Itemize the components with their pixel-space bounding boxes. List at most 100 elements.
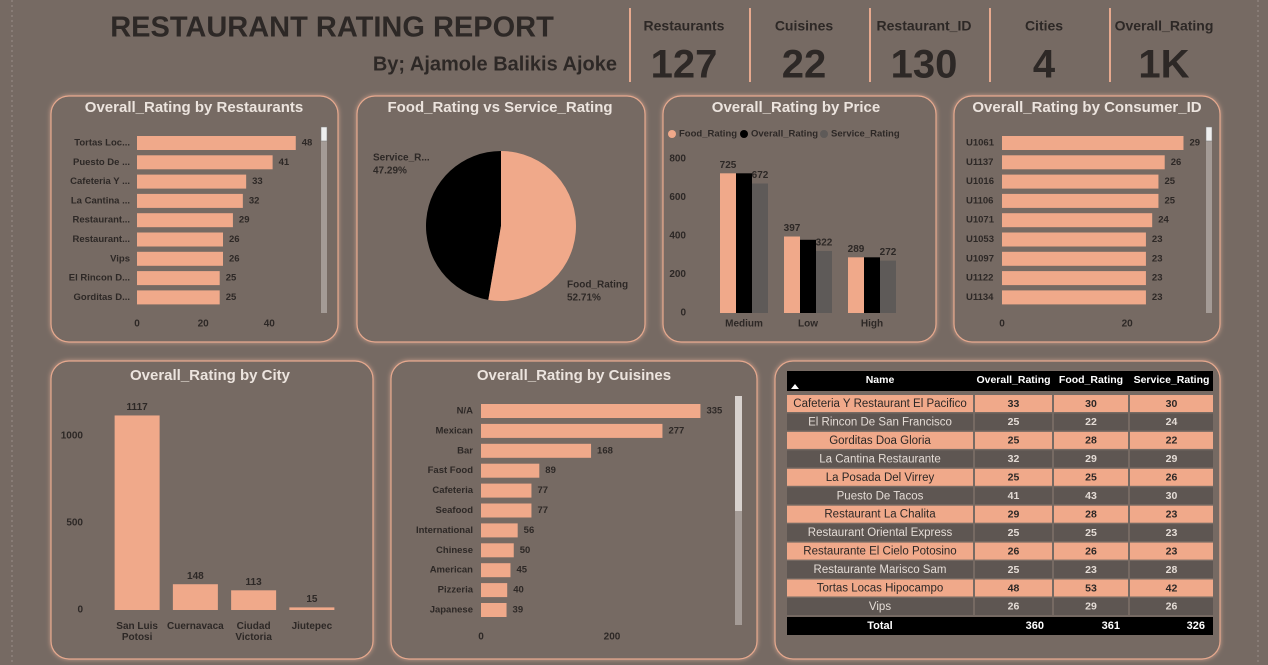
y-tick-label: U1016: [966, 176, 994, 187]
table-cell-text: 29: [1008, 508, 1020, 520]
table-cell: [975, 561, 1052, 579]
x-tick-label: Jiutepec: [291, 621, 333, 632]
x-tick-label: Cuernavaca: [167, 621, 224, 632]
data-label: 148: [187, 571, 204, 582]
table-cell-text: La Cantina Restaurante: [819, 453, 940, 465]
kpi-value: 130: [891, 43, 958, 87]
table-cell: [1054, 413, 1128, 431]
scrollbar[interactable]: [1206, 127, 1212, 313]
table-cell-text: 25: [1008, 472, 1020, 484]
scroll-thumb[interactable]: [1205, 126, 1213, 142]
chart-title: Overall_Rating by Consumer_ID: [972, 99, 1201, 116]
y-tick-label: U1137: [966, 157, 993, 168]
legend-label: Food_Rating: [679, 129, 737, 140]
x-tick-label: 0: [478, 632, 484, 643]
table-header-bg: [787, 371, 1213, 391]
table-cell: [975, 505, 1052, 523]
column-header: Overall_Rating: [976, 374, 1050, 386]
data-label: 25: [226, 273, 237, 284]
table-cell-text: Restaurante Marisco Sam: [814, 564, 947, 576]
table-cell: [1130, 597, 1213, 615]
bar: [481, 404, 701, 418]
table-cell-text: Restaurant La Chalita: [824, 509, 936, 521]
y-tick-label: U1097: [966, 253, 994, 264]
bar: [481, 583, 508, 598]
panel: [50, 360, 374, 660]
data-label: 50: [520, 545, 531, 556]
data-label: 29: [1189, 138, 1200, 149]
bar: [114, 415, 160, 610]
kpi-value: 1K: [1138, 43, 1189, 87]
data-label: 52.71%: [567, 293, 601, 304]
total-cell: 326: [1187, 620, 1205, 632]
table-cell-text: 28: [1166, 564, 1178, 576]
scrollbar[interactable]: [321, 127, 327, 313]
data-label: 25: [1164, 195, 1175, 206]
column-header: Service_Rating: [1134, 374, 1210, 386]
table-cell-text: 26: [1166, 601, 1178, 613]
table-cell: [1130, 468, 1213, 486]
table-cell: [1130, 524, 1213, 542]
data-label: 335: [706, 406, 723, 417]
column-header: Food_Rating: [1059, 374, 1123, 386]
pie-slice: [488, 151, 576, 301]
table-cell-text: 23: [1166, 508, 1178, 520]
table-cell-text: Tortas Locas Hipocampo: [817, 583, 944, 595]
bar: [720, 173, 736, 313]
bar: [1002, 155, 1165, 170]
table-cell: [1130, 561, 1213, 579]
scroll-thumb[interactable]: [735, 396, 742, 511]
table-cell: [787, 542, 973, 560]
bar: [137, 213, 233, 228]
table-cell: [1054, 505, 1128, 523]
x-tick-label: Low: [798, 319, 818, 330]
x-tick-label: 20: [198, 319, 210, 330]
bar: [137, 136, 296, 150]
bar: [137, 271, 220, 286]
bar: [481, 523, 518, 538]
table-cell-text: 25: [1085, 527, 1097, 539]
y-tick-label: Cafeteria: [432, 485, 473, 496]
bar: [137, 174, 247, 189]
x-tick-label: Medium: [725, 319, 763, 330]
table-cell-text: 26: [1166, 472, 1178, 484]
table-cell-text: El Rincon De San Francisco: [808, 416, 952, 428]
table-cell-text: 25: [1008, 435, 1020, 447]
bar: [481, 443, 592, 458]
report-subtitle: By; Ajamole Balikis Ajoke: [373, 53, 617, 75]
bar: [231, 590, 277, 610]
sort-indicator: [791, 384, 799, 389]
kpi-label: Restaurants: [644, 18, 725, 34]
data-label: 24: [1158, 215, 1169, 226]
y-tick-label: U1134: [966, 292, 994, 303]
data-label: 113: [246, 577, 263, 588]
table-cell-text: 25: [1085, 472, 1097, 484]
data-label: 26: [229, 234, 240, 245]
scroll-thumb[interactable]: [320, 126, 328, 142]
x-tick-label: High: [861, 319, 883, 330]
x-tick-label: San Luis Potosi: [116, 621, 158, 643]
table-cell-text: 42: [1166, 582, 1178, 594]
table-cell-text: 28: [1085, 508, 1097, 520]
table-cell: [975, 579, 1052, 597]
table-cell-text: 29: [1085, 601, 1097, 613]
y-tick-label: U1106: [966, 195, 993, 206]
data-label: 33: [252, 176, 263, 187]
table-cell-text: 48: [1008, 582, 1020, 594]
bar: [172, 584, 218, 610]
y-tick-label: U1071: [966, 215, 995, 226]
y-tick-label: 600: [669, 192, 686, 203]
table-cell-text: 30: [1166, 490, 1178, 502]
y-tick-label: Puesto De ...: [73, 157, 130, 168]
table-cell: [975, 431, 1052, 449]
bar: [481, 563, 511, 578]
table-cell-text: 25: [1008, 527, 1020, 539]
data-label: 25: [1164, 176, 1175, 187]
table-cell-text: 28: [1085, 435, 1097, 447]
data-label: 397: [784, 223, 801, 234]
data-label: 1117: [127, 402, 149, 413]
bar: [864, 257, 880, 313]
table-cell: [787, 395, 973, 412]
bar: [137, 232, 223, 247]
bar: [1002, 136, 1184, 150]
